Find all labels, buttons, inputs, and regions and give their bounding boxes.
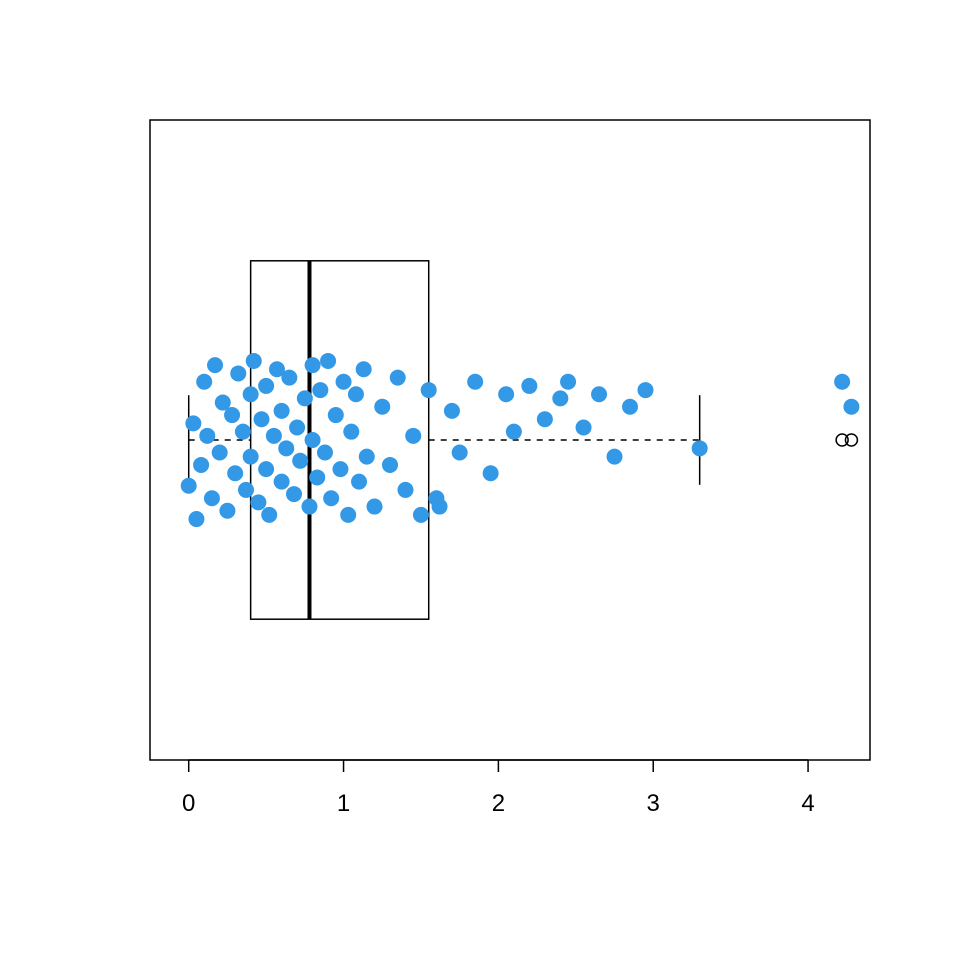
data-point	[243, 449, 259, 465]
data-point	[212, 444, 228, 460]
data-point	[317, 444, 333, 460]
data-point	[297, 390, 313, 406]
x-tick-label: 4	[801, 790, 814, 817]
data-point	[328, 407, 344, 423]
data-point	[521, 378, 537, 394]
data-point	[278, 440, 294, 456]
data-point	[281, 370, 297, 386]
data-point	[843, 399, 859, 415]
data-point	[382, 457, 398, 473]
data-point	[274, 474, 290, 490]
x-tick-label: 1	[337, 790, 350, 817]
data-point	[343, 424, 359, 440]
data-point	[356, 361, 372, 377]
data-point	[230, 365, 246, 381]
data-point	[181, 478, 197, 494]
data-point	[188, 511, 204, 527]
data-point	[506, 424, 522, 440]
chart-canvas: 0 1 2 3 4	[0, 0, 960, 960]
data-point	[258, 461, 274, 477]
data-point	[219, 503, 235, 519]
data-point	[340, 507, 356, 523]
data-point	[292, 453, 308, 469]
data-point	[397, 482, 413, 498]
data-point	[266, 428, 282, 444]
data-point	[348, 386, 364, 402]
data-point	[301, 499, 317, 515]
data-point	[560, 374, 576, 390]
data-point	[224, 407, 240, 423]
data-point	[196, 374, 212, 390]
data-point	[637, 382, 653, 398]
data-point	[413, 507, 429, 523]
x-tick-label: 0	[182, 790, 195, 817]
data-point	[498, 386, 514, 402]
data-point	[286, 486, 302, 502]
data-point	[374, 399, 390, 415]
data-point	[193, 457, 209, 473]
data-point	[607, 449, 623, 465]
data-point	[444, 403, 460, 419]
data-point	[235, 424, 251, 440]
data-point	[238, 482, 254, 498]
data-point	[227, 465, 243, 481]
data-point	[207, 357, 223, 373]
data-point	[204, 490, 220, 506]
data-point	[591, 386, 607, 402]
data-point	[305, 357, 321, 373]
data-point	[432, 499, 448, 515]
data-point	[332, 461, 348, 477]
data-point	[390, 370, 406, 386]
data-point	[185, 415, 201, 431]
data-point	[289, 420, 305, 436]
data-point	[622, 399, 638, 415]
data-point	[467, 374, 483, 390]
data-point	[483, 465, 499, 481]
x-tick-label: 2	[492, 790, 505, 817]
outlier-marker	[845, 434, 857, 446]
data-point	[336, 374, 352, 390]
data-point	[367, 499, 383, 515]
data-point	[253, 411, 269, 427]
data-point	[246, 353, 262, 369]
data-point	[552, 390, 568, 406]
data-point	[199, 428, 215, 444]
data-point	[305, 432, 321, 448]
data-point	[834, 374, 850, 390]
data-point	[576, 420, 592, 436]
data-point	[309, 469, 325, 485]
data-point	[421, 382, 437, 398]
data-point	[250, 494, 266, 510]
data-point	[692, 440, 708, 456]
boxplot-svg: 0 1 2 3 4	[0, 0, 960, 960]
data-point	[452, 444, 468, 460]
data-point	[405, 428, 421, 444]
plot-border	[150, 120, 870, 760]
data-point	[323, 490, 339, 506]
data-point	[243, 386, 259, 402]
x-tick-label: 3	[647, 790, 660, 817]
data-point	[258, 378, 274, 394]
data-point	[537, 411, 553, 427]
data-point	[320, 353, 336, 369]
data-point	[312, 382, 328, 398]
data-point	[359, 449, 375, 465]
data-point	[274, 403, 290, 419]
data-point	[351, 474, 367, 490]
data-point	[261, 507, 277, 523]
